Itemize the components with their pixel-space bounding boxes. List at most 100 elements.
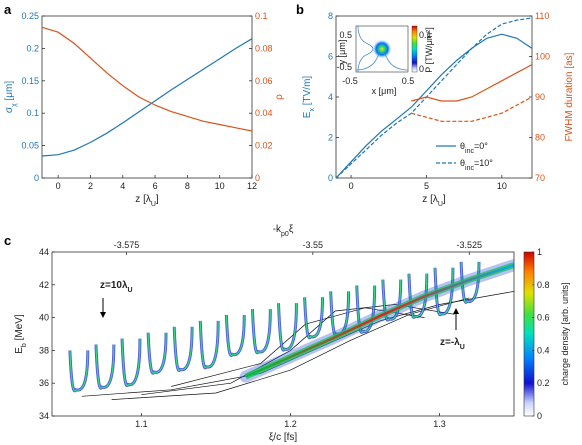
right-tick-label: 0.1 [255,11,268,21]
series-line-3 [411,96,533,122]
x-tick-label: 6 [153,181,158,191]
plot-frame [51,251,515,417]
ridge-core [245,263,514,378]
bunch-core-9 [304,297,324,339]
bunch-core-1 [95,344,115,389]
top-tick-label: -3.525 [457,240,483,250]
bunch-core-6 [225,314,245,357]
left-tick-label: 4 [328,92,333,102]
x-tick-label: 12 [247,181,257,191]
left-tick-label: 0 [328,173,333,183]
inset-ylabel: y [μm] [337,40,347,65]
x-axis-label: z [λU] [135,194,159,208]
annotation-zminus: z=-λU [440,337,465,351]
right-tick-label: 90 [535,92,545,102]
y-tick-label: 42 [39,280,49,290]
left-tick-label: 0.15 [21,76,39,86]
x-tick-label: 1.1 [135,419,148,429]
right-tick-label: 0.04 [255,108,273,118]
y-tick-label: 36 [39,378,49,388]
y-tick-label: 34 [39,411,49,421]
left-axis-label: Ex [TV/m] [302,76,316,119]
colorbar [523,251,535,417]
y-axis-label: Eb [MeV] [14,314,28,354]
left-tick-label: 8 [328,11,333,21]
series-line-0 [41,38,253,157]
right-tick-label: 110 [535,11,549,21]
inset-cbar-label: P [TW/μm²] [424,27,434,73]
x-tick-label: 1.2 [284,419,297,429]
x-tick-label: 10 [497,181,507,191]
left-tick-label: 0.05 [21,141,39,151]
legend: θinc=0° θinc=10° [436,141,493,172]
x-tick-label: 10 [215,181,225,191]
annotation-arrowhead-z10 [100,312,106,318]
colorbar-tick-label: 0.4 [537,345,550,355]
annotation-arrowhead-zminus [453,308,459,314]
right-axis-label: FWHM duration [as] [564,52,575,141]
inset-ytick-1: -0.5 [336,62,352,72]
top-tick-label: -3.55 [303,240,324,250]
x-tick-label: 1.3 [433,419,446,429]
right-tick-label: 100 [535,52,550,62]
bunch-core-11 [356,285,376,333]
colorbar-tick-label: 0.6 [537,313,550,323]
x-axis-label: z [λU] [422,194,446,208]
left-tick-label: 0 [34,173,39,183]
panel-label-b: b [296,2,304,17]
right-tick-label: 0.06 [255,76,273,86]
bunch-core-5 [199,320,219,369]
colorbar-label: charge density [arb. units] [560,282,570,385]
trajectory-line-1 [111,297,470,400]
inset-xtick-1: 0.5 [402,76,415,86]
legend-label-0: θinc=0° [460,141,488,155]
x-tick-label: 5 [424,181,429,191]
panel-label-a: a [4,2,12,17]
annotation-z10: z=10λU [100,280,133,294]
right-tick-label: 0.08 [255,43,273,53]
colorbar-tick-label: 1 [537,247,542,257]
left-tick-label: 0.25 [21,11,39,21]
x-tick-label: 4 [120,181,125,191]
series-line-2 [411,64,533,102]
x-tick-label: 8 [185,181,190,191]
right-axis-label: ρ [274,94,285,100]
bunch-core-0 [69,350,89,392]
inset-cbar-tick-0: 0.1 [419,30,432,40]
inset-ytick-0: 0.5 [339,30,352,40]
inset-xtick-0: -0.5 [342,76,358,86]
y-tick-label: 44 [39,247,49,257]
bunch-core-4 [173,326,193,372]
panel-a-chart: 0 2 4 6 8 10 1200.050.10.150.20.2500.020.040.0… [4,11,285,208]
x-tick-label: 0 [349,181,354,191]
y-tick-label: 38 [39,345,49,355]
legend-label-1: θinc=10° [460,158,493,172]
x-axis-label: ξ/c [fs] [269,432,298,443]
y-tick-label: 40 [39,313,49,323]
inset-cbar-tick-1: 0 [419,64,424,74]
x-tick-label: 2 [88,181,93,191]
x-tick-label: 0 [56,181,61,191]
top-axis-label: -kp0ξ [273,224,294,238]
heatmap-area [68,259,514,400]
inset-profile-y [357,25,374,73]
inset-colorbar [411,25,418,73]
bunch-core-8 [277,303,297,351]
inset: 0.5 -0.5 -0.5 0.5 x [μm] y [μm] 0.1 0 P [TW/μm²] [336,25,434,96]
inset-spot [372,39,392,59]
plot-frame [41,15,253,179]
panel-label-c: c [4,233,11,248]
right-tick-label: 0 [255,173,260,183]
series-line-1 [41,26,253,132]
inset-xlabel: x [μm] [372,86,397,96]
colorbar-tick-label: 0.2 [537,378,550,388]
bunch-core-3 [147,332,167,374]
series-line-1 [335,17,533,179]
inset-profile-x [355,52,409,71]
right-tick-label: 80 [535,133,545,143]
left-axis-label: σχ [μm] [4,81,18,114]
bunch-core-2 [121,338,141,387]
series-line-0 [335,33,533,179]
colorbar-tick-label: 0.8 [537,280,550,290]
